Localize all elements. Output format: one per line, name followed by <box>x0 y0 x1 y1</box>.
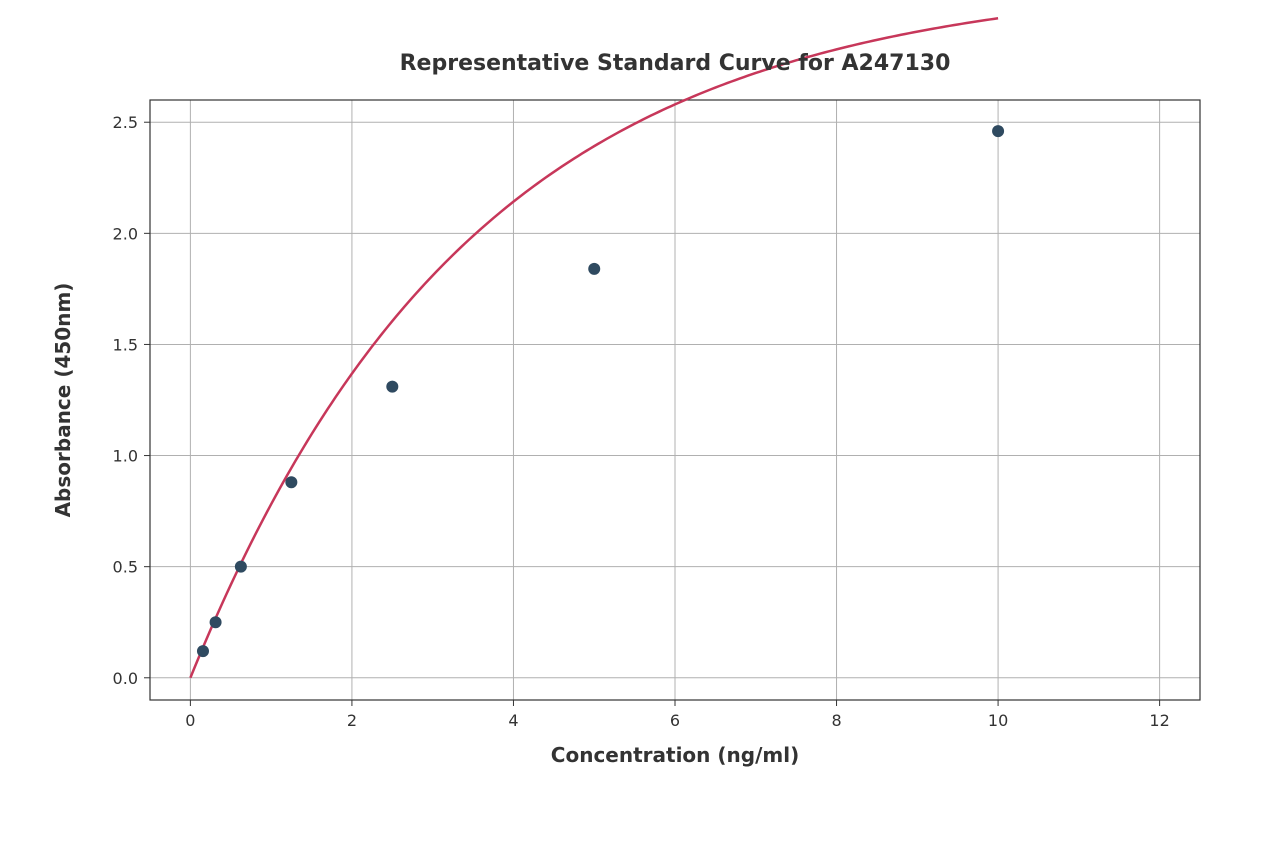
y-tick-label: 2.0 <box>113 224 138 243</box>
data-point <box>588 263 600 275</box>
y-tick-label: 0.5 <box>113 558 138 577</box>
data-point <box>285 476 297 488</box>
chart-container: 0 2 4 6 8 10 12 0.0 0.5 1.0 1.5 2.0 2.5 Representat… <box>0 0 1280 845</box>
x-tick-label: 0 <box>185 711 195 730</box>
x-axis-label: Concentration (ng/ml) <box>551 743 799 767</box>
x-tick-label: 10 <box>988 711 1008 730</box>
chart-title: Representative Standard Curve for A24713… <box>400 51 951 76</box>
y-axis-label: Absorbance (450nm) <box>51 283 75 518</box>
x-tick-label: 2 <box>347 711 357 730</box>
y-tick-label: 2.5 <box>113 113 138 132</box>
data-point <box>235 561 247 573</box>
y-tick-label: 1.0 <box>113 447 138 466</box>
x-tick-label: 8 <box>831 711 841 730</box>
y-tick-label: 1.5 <box>113 335 138 354</box>
x-tick-label: 12 <box>1149 711 1169 730</box>
y-tick-label: 0.0 <box>113 669 138 688</box>
plot-area: 0 2 4 6 8 10 12 0.0 0.5 1.0 1.5 2.0 2.5 <box>113 18 1200 730</box>
x-tick-label: 4 <box>508 711 518 730</box>
standard-curve-chart: 0 2 4 6 8 10 12 0.0 0.5 1.0 1.5 2.0 2.5 Representat… <box>0 0 1280 845</box>
data-point <box>210 616 222 628</box>
x-tick-label: 6 <box>670 711 680 730</box>
data-point <box>386 381 398 393</box>
data-point <box>197 645 209 657</box>
data-point <box>992 125 1004 137</box>
